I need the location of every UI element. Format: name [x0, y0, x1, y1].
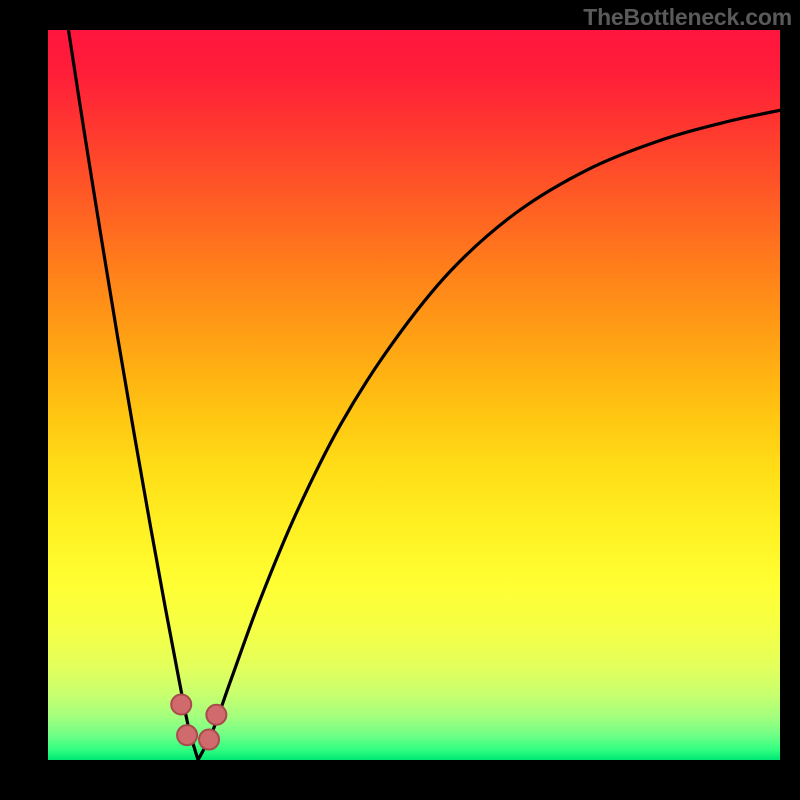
marker-dot	[206, 705, 226, 725]
chart-wrapper: TheBottleneck.com	[0, 0, 800, 800]
marker-dot	[171, 695, 191, 715]
marker-dot	[199, 730, 219, 750]
watermark-text: TheBottleneck.com	[583, 4, 792, 31]
marker-dot	[177, 725, 197, 745]
chart-background	[48, 30, 780, 760]
bottleneck-chart	[0, 0, 800, 800]
